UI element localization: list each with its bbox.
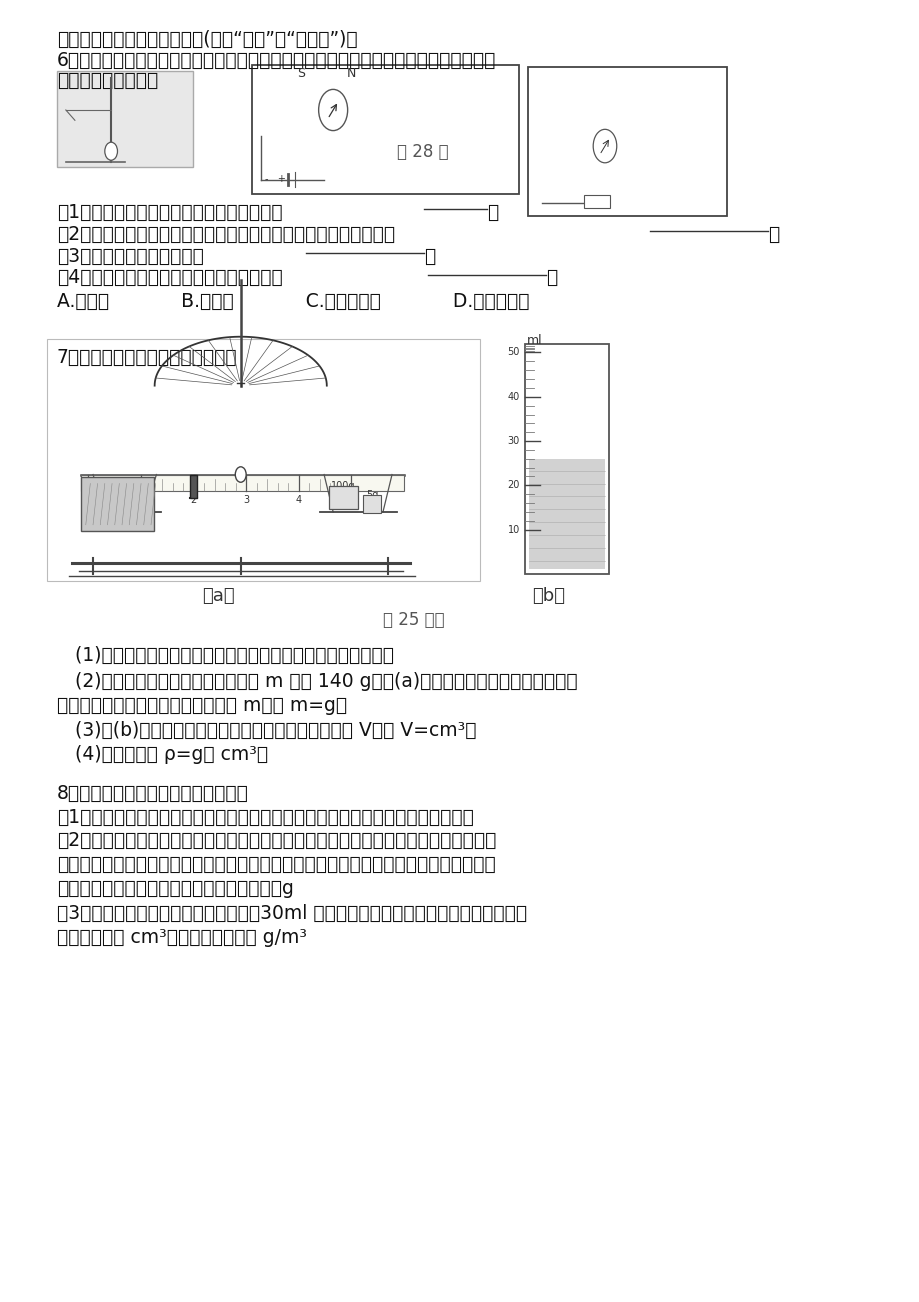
Text: 10: 10 [507,525,519,535]
Circle shape [235,467,246,482]
Text: （1）调节天平时，发现指针偏向分度盘右侧（如图甲），此时应将平衡螺母向调；: （1）调节天平时，发现指针偏向分度盘右侧（如图甲），此时应将平衡螺母向调； [57,809,473,827]
Text: S: S [297,68,304,81]
Text: 40: 40 [507,392,519,402]
Text: 2: 2 [190,495,197,505]
Bar [525,345,608,574]
Circle shape [318,90,347,130]
Text: 4: 4 [295,495,301,505]
Bar [189,474,197,497]
Bar [528,460,605,569]
Text: （1）实验探究的是通电直导线周围是否存在: （1）实验探究的是通电直导线周围是否存在 [57,203,282,221]
Text: 6．如图所示，将一根直导线放在静止小磁针的正上方，并与小磁针平行。接导电路后，: 6．如图所示，将一根直导线放在静止小磁针的正上方，并与小磁针平行。接导电路后， [57,51,495,70]
Text: 。: 。 [546,268,557,288]
Text: 。: 。 [424,246,435,266]
Text: 。: 。 [767,225,778,243]
Text: (1)将天平放在桌面上，把游码放在标尺的处，调节天平平衡；: (1)将天平放在桌面上，把游码放在标尺的处，调节天平平衡； [57,646,393,665]
Text: 第 28 题: 第 28 题 [396,143,448,161]
Bar [528,68,727,216]
Bar [57,72,192,167]
Text: (3)图(b)显示的是从烧杯中倒入量筒内的酱油的体积 V，则 V=cm³；: (3)图(b)显示的是从烧杯中倒入量筒内的酱油的体积 V，则 V=cm³； [57,720,476,740]
Circle shape [593,129,616,163]
Bar [328,486,357,509]
Text: 0: 0 [85,495,92,505]
Bar [47,340,480,582]
Text: 观察到小磁针偏转。: 观察到小磁针偏转。 [57,72,158,90]
Text: A.类比法            B.转换法            C.控制变量法            D.等效替代法: A.类比法 B.转换法 C.控制变量法 D.等效替代法 [57,292,528,311]
Text: 入量筒后，烧杯和剩余酱油的总质量 m，则 m=g；: 入量筒后，烧杯和剩余酱油的总质量 m，则 m=g； [57,697,346,715]
Text: （3）用细线栓好合金块，把它放入盛有30ml 水的量筒中，水面达到了如图丁所示，则合: （3）用细线栓好合金块，把它放入盛有30ml 水的量筒中，水面达到了如图丁所示，… [57,904,527,923]
Text: 3: 3 [243,495,249,505]
Text: 8．利用天平和量筒测合金块的密度：: 8．利用天平和量筒测合金块的密度： [57,784,248,802]
Text: （b）: （b） [532,587,565,604]
Text: （3）实验中小磁针的作用是: （3）实验中小磁针的作用是 [57,246,203,266]
Text: （a）: （a） [201,587,234,604]
Text: 5g: 5g [366,490,378,500]
Text: -   +: - + [265,174,286,185]
Text: 第 25 题图: 第 25 题图 [382,611,444,629]
Bar [81,474,403,491]
Text: 。: 。 [487,203,498,221]
Text: (2)用天平测得烧杯和酱油的总质量 m 总为 140 g。图(a)显示的是将烧杯中一部分酱油倒: (2)用天平测得烧杯和酱油的总质量 m 总为 140 g。图(a)显示的是将烧杯… [57,672,577,690]
Bar [363,495,380,513]
Text: （2）小明用托盘天平测合金块的质量，操作情况如图乙所示，指出其中的一个错误是：: （2）小明用托盘天平测合金块的质量，操作情况如图乙所示，指出其中的一个错误是： [57,832,495,850]
Text: 7．用天平和量筒测量酱油的密度．: 7．用天平和量筒测量酱油的密度． [57,349,237,367]
Text: N: N [346,68,356,81]
Text: 20: 20 [507,480,519,491]
Bar [584,195,609,208]
Text: (4)酱油的密度 ρ=g／ cm³．: (4)酱油的密度 ρ=g／ cm³． [57,745,267,764]
Bar [81,477,153,531]
Text: 100g: 100g [331,480,355,491]
Text: 50: 50 [507,348,519,358]
Text: （4）实验中用到的一种重要科学研究方法是: （4）实验中用到的一种重要科学研究方法是 [57,268,282,288]
Text: 上的示位置如图丙所示，则合金块的质量是　g: 上的示位置如图丙所示，则合金块的质量是 g [57,879,293,898]
Bar [251,65,518,194]
Text: 5g: 5g [345,495,357,505]
Text: 金块的体积为 cm³，合金块的密度为 g/m³: 金块的体积为 cm³，合金块的密度为 g/m³ [57,928,306,947]
Text: （2）改变直导线中的电流方向，小磁针偏转方向也发生改变，表明: （2）改变直导线中的电流方向，小磁针偏转方向也发生改变，表明 [57,225,394,243]
Text: ml: ml [527,335,542,348]
Text: 30: 30 [507,436,519,445]
Text: 是．如果移走小磁针，该结论(选填“成立”或“不成立”)．: 是．如果移走小磁针，该结论(选填“成立”或“不成立”)． [57,30,357,49]
Text: 1: 1 [138,495,144,505]
Circle shape [105,142,118,160]
Text: 。改正错误后，小明用正确的方法称合金块的质量，平衡时放在盘中的砂码和游码在标尺: 。改正错误后，小明用正确的方法称合金块的质量，平衡时放在盘中的砂码和游码在标尺 [57,854,495,874]
